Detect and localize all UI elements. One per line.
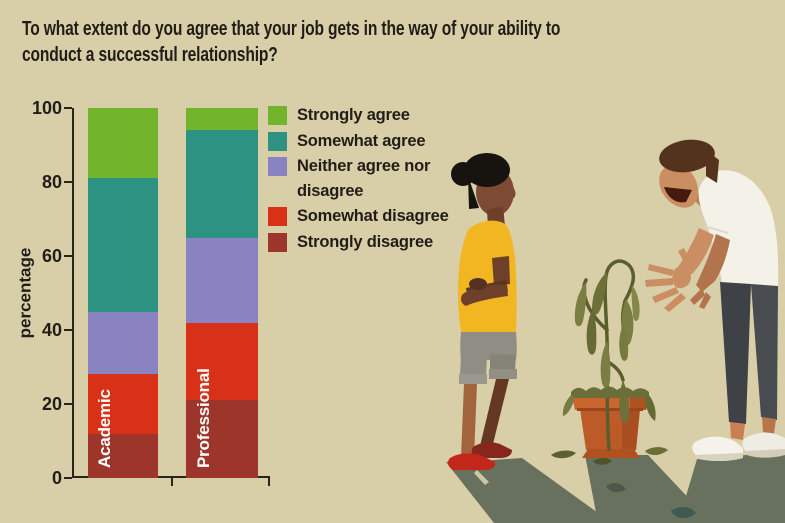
legend-item: Strongly disagree — [268, 230, 468, 255]
y-axis-label-wrap: percentage — [14, 108, 36, 478]
legend-swatch — [268, 207, 287, 226]
man-pants-leg — [720, 282, 751, 424]
man-neck — [694, 172, 724, 210]
bar-category-label: Professional — [194, 368, 213, 468]
woman-leg — [461, 384, 477, 457]
y-tick-label: 40 — [41, 320, 62, 340]
pot-foot — [582, 449, 640, 458]
woman-pant-cuff — [489, 369, 517, 379]
y-tick-label: 80 — [41, 172, 62, 192]
bar-segment — [186, 237, 258, 323]
stacked-bar-professional: Professional — [186, 108, 258, 478]
man-pants-leg — [751, 284, 778, 420]
y-tick-mark — [64, 181, 72, 183]
legend-label: Neither agree nor disagree — [297, 157, 431, 200]
legend-item: Somewhat agree — [268, 129, 468, 154]
man-hair — [659, 139, 715, 173]
man-far-arm — [696, 234, 730, 292]
woman-upper-arm — [492, 256, 510, 286]
cast-shadows — [446, 452, 785, 523]
man-shoe — [742, 432, 785, 456]
legend-swatch — [268, 157, 287, 176]
pot-rim — [572, 396, 650, 410]
stacked-bar-academic: Academic — [88, 108, 158, 478]
bar-segment — [88, 433, 158, 478]
plot-area — [72, 108, 270, 478]
y-tick-label: 100 — [31, 98, 62, 118]
bar-segment — [88, 311, 158, 375]
legend-label: Strongly agree — [297, 106, 410, 124]
bar-segment — [88, 178, 158, 312]
chart-title-line-1: To what extent do you agree that your jo… — [22, 18, 561, 40]
man-shirt — [698, 170, 779, 287]
y-tick-mark — [64, 403, 72, 405]
y-tick-mark — [64, 329, 72, 331]
bar-segment — [186, 400, 258, 478]
fallen-leaves — [551, 447, 668, 465]
bar-segment — [186, 322, 258, 401]
woman-face — [476, 168, 514, 216]
y-tick-mark — [64, 107, 72, 109]
man-hand — [672, 267, 691, 289]
bar-segment — [186, 108, 258, 131]
legend-item: Somewhat disagree — [268, 204, 468, 229]
man-open-mouth — [664, 187, 692, 203]
chart-title: To what extent do you agree that your jo… — [22, 16, 762, 68]
man-shoe — [692, 436, 743, 461]
x-axis-tick — [268, 478, 270, 486]
bar-segment — [88, 374, 158, 434]
legend-swatch — [268, 232, 287, 252]
chart-title-line-2: conduct a successful relationship? — [22, 44, 278, 66]
y-tick-label: 0 — [51, 468, 62, 488]
woman-hand — [469, 278, 487, 290]
legend-label: Somewhat disagree — [297, 207, 449, 225]
woman-hair — [464, 153, 510, 187]
woman-shoe — [448, 453, 496, 470]
y-tick-mark — [64, 255, 72, 257]
wilting-plant — [562, 259, 656, 451]
bar-segment — [186, 130, 258, 238]
man-ankle — [730, 422, 745, 440]
bar-category-label: Academic — [95, 389, 114, 468]
legend-item: Strongly agree — [268, 103, 468, 128]
legend-label: Somewhat agree — [297, 131, 426, 150]
legend-swatch — [268, 131, 287, 151]
woman-crossed-arms — [461, 284, 508, 306]
woman-pants — [460, 332, 517, 360]
man-near-arm — [674, 228, 714, 281]
man-ankle — [762, 417, 776, 434]
woman-neck — [487, 206, 505, 228]
y-tick-label: 60 — [41, 246, 62, 266]
woman-shoe — [471, 442, 512, 458]
plant-leaves — [562, 272, 656, 423]
man-face — [659, 163, 698, 208]
legend-item: Neither agree nor disagree — [268, 154, 468, 203]
woman-pant-cuff — [459, 374, 487, 384]
y-tick-mark — [64, 477, 72, 479]
man-figure — [645, 139, 785, 461]
bar-segment — [88, 108, 158, 179]
y-tick-label: 20 — [41, 394, 62, 414]
pot-body — [580, 409, 640, 450]
x-axis-tick — [171, 478, 173, 486]
legend-label: Strongly disagree — [297, 232, 433, 251]
woman-leg — [480, 379, 509, 448]
legend: Strongly agree Somewhat agree Neither agre… — [268, 103, 468, 255]
terracotta-pot — [572, 396, 650, 458]
legend-swatch — [268, 106, 287, 125]
